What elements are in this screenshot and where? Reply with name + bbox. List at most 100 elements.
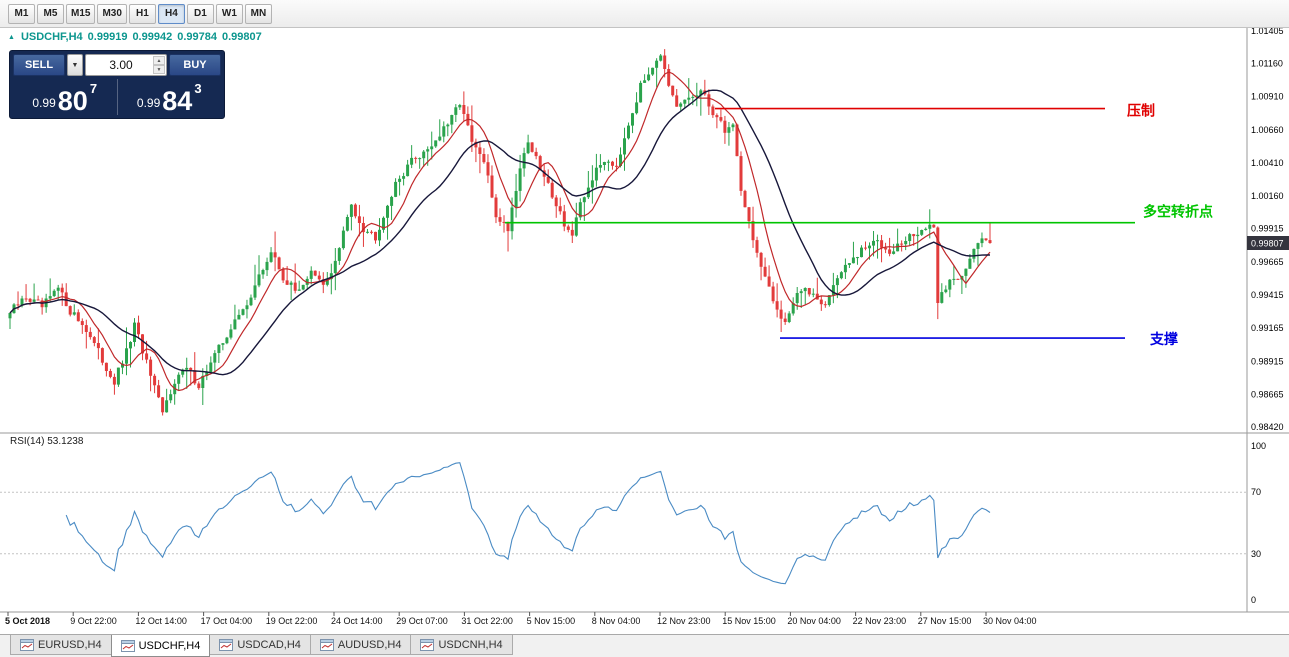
price-axis-tick: 0.99915 (1251, 224, 1284, 234)
price-axis-tick: 0.98665 (1251, 390, 1284, 400)
collapse-panel-icon[interactable]: ▲ (8, 33, 15, 41)
price-axis-tick: 1.00660 (1251, 125, 1284, 135)
chart-tab-label: USDCNH,H4 (438, 638, 503, 651)
time-axis-tick: 5 Nov 15:00 (526, 616, 576, 626)
timeframe-button-h4[interactable]: H4 (157, 3, 185, 24)
time-axis-tick: 30 Nov 04:00 (983, 616, 1037, 626)
time-axis-tick: 19 Oct 22:00 (265, 616, 318, 626)
level-label-resistance: 压制 (1127, 103, 1155, 119)
rsi-indicator-label: RSI(14) 53.1238 (10, 436, 84, 447)
time-axis-tick: 20 Nov 04:00 (787, 616, 841, 626)
chart-tab-bar: EURUSD,H4 USDCHF,H4 USDCAD,H4 AUDUSD,H4 USDC… (0, 634, 1289, 657)
rsi-axis-tick: 70 (1251, 487, 1261, 497)
rsi-line (65, 462, 991, 585)
price-axis-tick: 0.98915 (1251, 356, 1284, 366)
timeframe-button-m15[interactable]: M15 (66, 3, 96, 24)
trade-prices-row: 0.99 80 7 0.99 84 3 (13, 79, 221, 115)
rsi-axis-tick: 100 (1251, 441, 1266, 451)
price-axis-tick: 0.99665 (1251, 257, 1284, 267)
timeframe-button-h1[interactable]: H1 (128, 3, 156, 24)
chart-tab-usdcad-h4[interactable]: USDCAD,H4 (209, 635, 311, 655)
time-axis-tick: 17 Oct 04:00 (200, 616, 253, 626)
quote-close: 0.99807 (221, 31, 262, 43)
sell-price-sup: 7 (89, 81, 98, 96)
time-axis-tick: 5 Oct 2018 (5, 616, 51, 626)
quote-high: 0.99942 (132, 31, 173, 43)
timeframe-button-m1[interactable]: M1 (8, 3, 35, 24)
one-click-trading-panel: SELL ▼ ▲ ▼ BUY 0.99 80 7 0.99 84 (9, 50, 225, 119)
time-axis-tick: 22 Nov 23:00 (852, 616, 907, 626)
buy-price-sup: 3 (194, 81, 202, 96)
time-axis-tick: 12 Nov 23:00 (657, 616, 711, 626)
sell-button[interactable]: SELL (13, 54, 65, 76)
price-axis-tick: 0.98420 (1251, 422, 1284, 432)
buy-price-display[interactable]: 0.99 84 3 (116, 79, 222, 117)
timeframe-button-m5[interactable]: M5 (37, 3, 64, 24)
buy-button[interactable]: BUY (169, 54, 221, 76)
time-axis-tick: 31 Oct 22:00 (461, 616, 513, 626)
time-axis-tick: 15 Nov 15:00 (722, 616, 776, 626)
chevron-down-icon: ▼ (71, 61, 79, 69)
timeframe-button-w1[interactable]: W1 (215, 3, 243, 24)
time-axis-tick: 12 Oct 14:00 (135, 616, 187, 626)
chart-tab-usdchf-h4[interactable]: USDCHF,H4 (110, 635, 211, 657)
sell-price-prefix: 0.99 (32, 96, 56, 110)
price-axis-tick: 0.99415 (1251, 290, 1284, 300)
trade-controls-row: SELL ▼ ▲ ▼ BUY (13, 54, 221, 76)
buy-price-big: 84 (162, 86, 193, 117)
sell-price-display[interactable]: 0.99 80 7 (13, 79, 117, 115)
timeframe-button-mn[interactable]: MN (244, 3, 272, 24)
price-axis-tick: 1.01160 (1251, 59, 1283, 69)
chart-tab-usdcnh-h4[interactable]: USDCNH,H4 (410, 635, 513, 655)
chart-tab-icon (420, 638, 435, 651)
chart-tab-label: USDCHF,H4 (138, 639, 201, 652)
chart-tab-label: EURUSD,H4 (38, 638, 102, 651)
time-axis-tick: 8 Nov 04:00 (591, 616, 641, 626)
time-axis-tick: 29 Oct 07:00 (396, 616, 448, 626)
chart-tab-icon (20, 638, 34, 651)
price-axis-tick: 1.00910 (1251, 92, 1284, 102)
chart-tab-label: USDCAD,H4 (237, 638, 301, 651)
chart-tab-icon (219, 638, 234, 651)
price-axis-tick: 1.00410 (1251, 158, 1284, 168)
level-label-support: 支撑 (1149, 331, 1178, 347)
quote-open: 0.99919 (87, 31, 128, 43)
chart-tab-audusd-h4[interactable]: AUDUSD,H4 (309, 635, 412, 655)
timeframe-button-m30[interactable]: M30 (97, 3, 127, 24)
timeframe-button-d1[interactable]: D1 (186, 3, 214, 24)
sell-price-big: 80 (57, 86, 88, 117)
chart-window: 压制多空转折点支撑 1.01405 1.01160 1.00910 1.00660 1.0… (0, 28, 1289, 634)
rsi-axis-tick: 0 (1251, 595, 1256, 605)
time-axis-tick: 27 Nov 15:00 (917, 616, 972, 626)
quote-low: 0.99784 (177, 31, 217, 43)
lot-size-field: ▲ ▼ (85, 54, 167, 76)
chart-tab-eurusd-h4[interactable]: EURUSD,H4 (10, 635, 112, 655)
lot-size-input[interactable] (86, 55, 166, 75)
timeframe-buttons: M1 M5 M15 M30 H1 H4 D1 W1 MN (8, 3, 272, 24)
chart-tab-icon (120, 639, 135, 652)
level-label-pivot: 多空转折点 (1143, 204, 1213, 220)
quote-symbol: USDCHF,H4 (20, 31, 83, 43)
order-type-dropdown[interactable]: ▼ (67, 54, 83, 76)
quote-line: ▲ USDCHF,H4 0.99919 0.99942 0.99784 0.99… (8, 31, 262, 43)
price-axis-tick: 1.01405 (1251, 28, 1284, 36)
price-axis-tick: 0.99165 (1251, 323, 1284, 333)
chart-tabs: EURUSD,H4 USDCHF,H4 USDCAD,H4 AUDUSD,H4 USDC… (10, 635, 513, 657)
current-price-label: 0.99807 (1251, 239, 1284, 249)
lot-spinner: ▲ ▼ (153, 56, 165, 74)
time-axis-tick: 9 Oct 22:00 (70, 616, 117, 626)
lot-decrease-button[interactable]: ▼ (153, 65, 165, 74)
ma-slow-line (9, 89, 991, 376)
time-axis: 5 Oct 2018 9 Oct 22:00 12 Oct 14:00 17 Oct … (0, 614, 1289, 630)
rsi-axis-tick: 30 (1251, 549, 1261, 559)
timeframe-toolbar: M1 M5 M15 M30 H1 H4 D1 W1 MN (0, 0, 1289, 28)
buy-price-prefix: 0.99 (136, 96, 161, 110)
candles (8, 49, 992, 416)
time-axis-tick: 24 Oct 14:00 (331, 616, 383, 626)
lot-increase-button[interactable]: ▲ (153, 56, 165, 65)
price-axis-tick: 1.00160 (1251, 191, 1284, 201)
chart-tab-icon (319, 638, 334, 651)
chart-tab-label: AUDUSD,H4 (337, 638, 402, 651)
ma-fast-line (9, 71, 991, 392)
